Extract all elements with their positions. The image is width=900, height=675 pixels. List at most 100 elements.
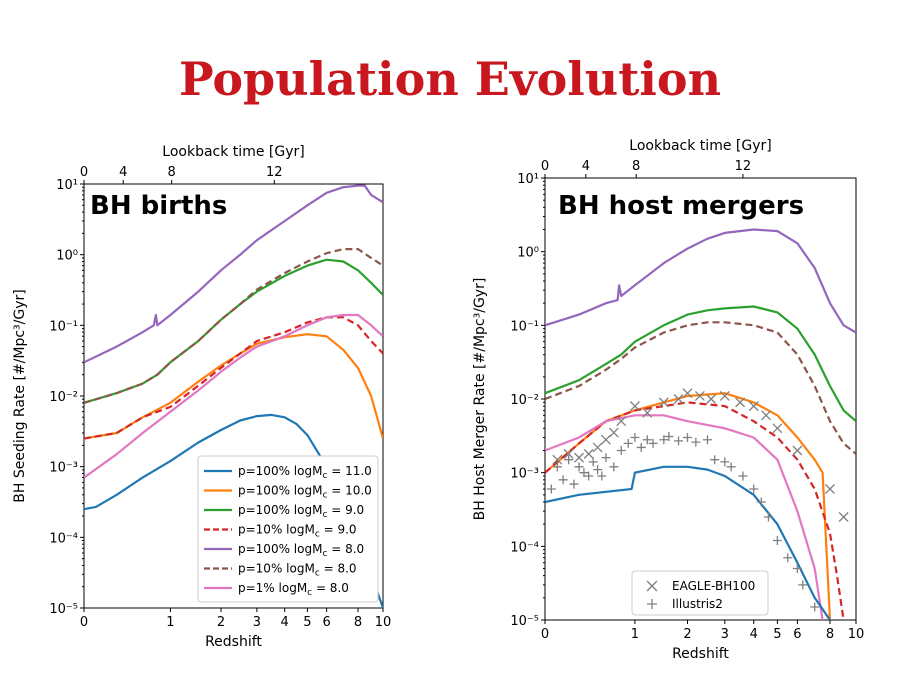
- y-tick-label: 10⁰: [517, 246, 539, 261]
- x-tick-label: 8: [354, 615, 362, 630]
- y-tick-label: 10⁻⁴: [510, 540, 539, 555]
- y-tick-label: 10⁻⁴: [49, 531, 78, 546]
- marker-x: [748, 401, 759, 412]
- x2-tick-label: 12: [735, 159, 752, 174]
- marker-x: [629, 401, 640, 412]
- legend-label: p=100% logMc = 11.0: [238, 464, 372, 481]
- marker-x: [583, 448, 594, 459]
- marker-plus: [810, 602, 820, 612]
- marker-x: [838, 512, 849, 522]
- marker-x: [592, 442, 603, 453]
- x-tick-label: 0: [541, 627, 549, 642]
- x-tick-label: 0: [80, 615, 88, 630]
- x-tick-label: 2: [217, 615, 225, 630]
- marker-plus: [636, 442, 646, 452]
- x2-tick-label: 8: [632, 159, 640, 174]
- x-tick-label: 3: [721, 627, 729, 642]
- marker-plus: [616, 445, 626, 455]
- series-line: [84, 333, 383, 440]
- legend: EAGLE-BH100 Illustris2: [631, 570, 769, 616]
- marker-plus: [574, 462, 584, 472]
- y-tick-label: 10⁻³: [49, 461, 78, 476]
- x-tick-label: 6: [793, 627, 801, 642]
- x-tick-label: 8: [826, 627, 834, 642]
- y-tick-label: 10⁻³: [510, 467, 539, 482]
- marker-plus: [659, 435, 669, 445]
- marker-plus: [588, 457, 598, 467]
- marker-plus: [682, 433, 692, 443]
- legend-label: Illustris2: [672, 597, 723, 611]
- slide-title: Population Evolution: [178, 52, 722, 106]
- legend-box: [631, 570, 769, 616]
- legend: p=100% logMc = 11.0 p=100% logMc = 10.0 p=…: [197, 455, 379, 603]
- marker-x: [673, 394, 684, 404]
- marker-plus: [597, 471, 607, 481]
- series-line: [84, 313, 383, 479]
- series-line: [545, 321, 856, 455]
- marker-plus: [691, 437, 701, 447]
- x-axis-label: Redshift: [672, 646, 729, 662]
- marker-plus: [593, 465, 603, 475]
- x-axis-label: Redshift: [205, 634, 262, 650]
- x-tick-label: 10: [848, 627, 865, 642]
- x-tick-label: 1: [631, 627, 639, 642]
- chart-panel-1: 0 1 2 3 4 5 6 8 100 4 8 1210⁻⁵10⁻⁴10⁻³10⁻²10⁻¹10⁰10…: [12, 144, 391, 650]
- chart-panel-2: 0 1 2 3 4 5 6 8 100 4 8 1210⁻⁵10⁻⁴10⁻³10⁻²10⁻¹10⁰10…: [472, 138, 864, 662]
- marker-plus: [738, 471, 748, 481]
- marker-plus: [648, 438, 658, 448]
- marker-plus: [546, 484, 556, 494]
- x2-tick-label: 4: [582, 159, 590, 174]
- legend-label: p=10% logMc = 9.0: [238, 523, 357, 540]
- series-line: [545, 465, 831, 620]
- x2-axis-label: Lookback time [Gyr]: [629, 138, 771, 154]
- series-line: [545, 305, 856, 423]
- marker-x: [825, 484, 835, 494]
- legend-label: p=100% logMc = 9.0: [238, 503, 364, 520]
- x-tick-label: 1: [166, 615, 174, 630]
- y-axis-label: BH Seeding Rate [#/Mpc³/Gyr]: [12, 289, 28, 503]
- marker-plus: [552, 462, 562, 472]
- y-tick-label: 10¹: [56, 178, 78, 193]
- marker-plus: [642, 435, 652, 445]
- x-tick-label: 4: [281, 615, 289, 630]
- x2-tick-label: 4: [119, 165, 127, 180]
- marker-plus: [720, 457, 730, 467]
- y-tick-label: 10⁰: [56, 249, 78, 264]
- marker-x: [608, 427, 619, 438]
- marker-plus: [710, 455, 720, 465]
- x2-tick-label: 0: [541, 159, 549, 174]
- x-tick-label: 5: [303, 615, 311, 630]
- y-tick-label: 10⁻⁵: [49, 602, 78, 617]
- panel-title: BH births: [90, 191, 227, 221]
- x2-axis-label: Lookback time [Gyr]: [162, 144, 304, 160]
- marker-x: [616, 416, 627, 427]
- y-tick-label: 10⁻¹: [510, 319, 539, 334]
- marker-x: [600, 434, 611, 445]
- marker-plus: [783, 553, 793, 563]
- x-tick-label: 2: [683, 627, 691, 642]
- marker-plus: [664, 431, 674, 441]
- marker-x: [792, 445, 803, 456]
- marker-plus: [630, 433, 640, 443]
- y-tick-label: 10⁻¹: [49, 319, 78, 334]
- marker-x: [682, 388, 693, 399]
- y-tick-label: 10⁻²: [49, 390, 78, 405]
- legend-box: [197, 455, 379, 603]
- marker-x: [694, 390, 705, 401]
- marker-plus: [798, 580, 808, 590]
- marker-x: [563, 448, 574, 459]
- y-tick-label: 10⁻⁵: [510, 614, 539, 629]
- marker-x: [642, 407, 653, 418]
- x-tick-label: 4: [750, 627, 758, 642]
- panel-title: BH host mergers: [558, 191, 804, 221]
- x-tick-label: 6: [323, 615, 331, 630]
- series-line: [84, 258, 383, 404]
- x-tick-label: 3: [253, 615, 261, 630]
- marker-x: [761, 410, 772, 421]
- marker-plus: [674, 436, 684, 446]
- marker-plus: [726, 462, 736, 472]
- y-tick-label: 10¹: [517, 172, 539, 187]
- marker-plus: [792, 564, 802, 574]
- x2-tick-label: 8: [168, 165, 176, 180]
